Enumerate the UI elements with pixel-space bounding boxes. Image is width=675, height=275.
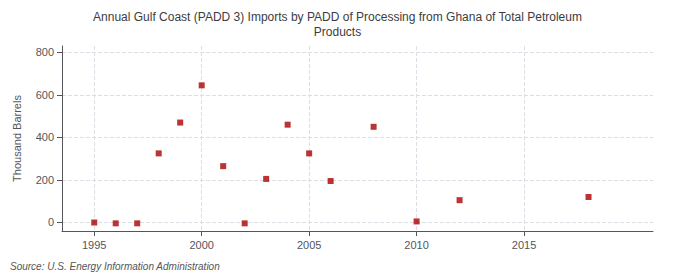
svg-text:2005: 2005 bbox=[297, 239, 321, 251]
svg-text:Annual Gulf Coast (PADD 3) Imp: Annual Gulf Coast (PADD 3) Imports by PA… bbox=[93, 10, 582, 24]
svg-text:2000: 2000 bbox=[189, 239, 213, 251]
svg-text:400: 400 bbox=[36, 131, 54, 143]
svg-text:0: 0 bbox=[48, 216, 54, 228]
svg-text:800: 800 bbox=[36, 46, 54, 58]
svg-text:1995: 1995 bbox=[82, 239, 106, 251]
svg-text:600: 600 bbox=[36, 89, 54, 101]
svg-text:200: 200 bbox=[36, 174, 54, 186]
svg-text:Source: U.S. Energy Informatio: Source: U.S. Energy Information Administ… bbox=[10, 261, 220, 272]
svg-text:2015: 2015 bbox=[512, 239, 536, 251]
svg-text:Thousand Barrels: Thousand Barrels bbox=[11, 95, 23, 182]
svg-text:2010: 2010 bbox=[404, 239, 428, 251]
svg-text:Products: Products bbox=[314, 25, 361, 39]
